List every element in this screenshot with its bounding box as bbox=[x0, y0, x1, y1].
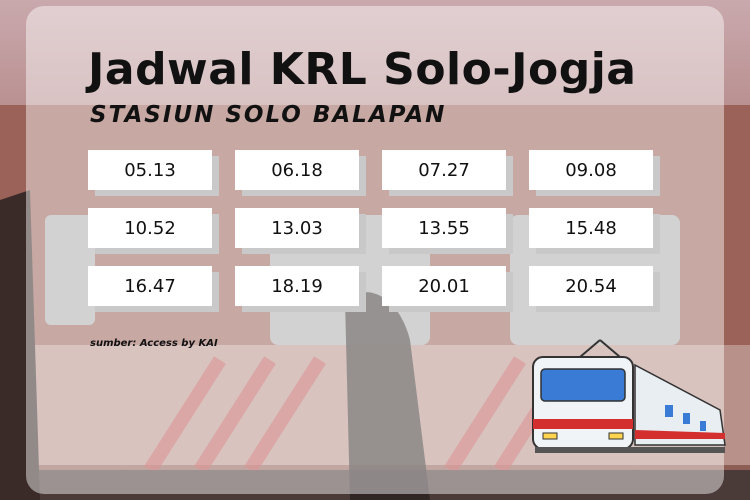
subtitle: STASIUN SOLO BALAPAN bbox=[90, 102, 447, 128]
source: sumber: Access by KAI bbox=[90, 338, 218, 349]
time-cell: 09.08 bbox=[529, 150, 653, 190]
time-cell: 13.03 bbox=[235, 208, 359, 248]
time-cell: 13.55 bbox=[382, 208, 506, 248]
time-cell: 10.52 bbox=[88, 208, 212, 248]
time-cell: 18.19 bbox=[235, 266, 359, 306]
title: Jadwal KRL Solo-Jogja bbox=[88, 44, 637, 95]
time-cell: 06.18 bbox=[235, 150, 359, 190]
train-illustration bbox=[532, 339, 726, 453]
time-cell: 16.47 bbox=[88, 266, 212, 306]
time-cell: 05.13 bbox=[88, 150, 212, 190]
time-cell: 20.54 bbox=[529, 266, 653, 306]
time-cell: 15.48 bbox=[529, 208, 653, 248]
time-cell: 20.01 bbox=[382, 266, 506, 306]
time-cell: 07.27 bbox=[382, 150, 506, 190]
